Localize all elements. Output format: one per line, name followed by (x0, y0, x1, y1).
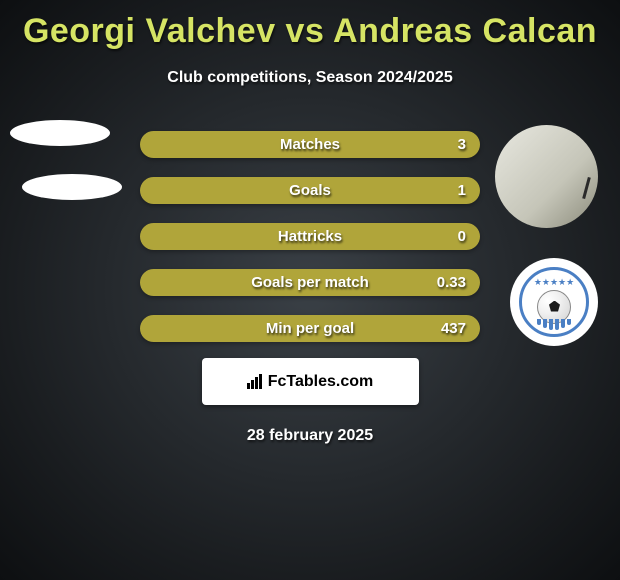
club-stripes-icon (537, 319, 571, 330)
stat-label: Goals (289, 182, 331, 199)
player-2-club-badge: ★★★★★ (510, 258, 598, 346)
stat-value: 437 (441, 320, 466, 337)
stat-value: 0 (458, 228, 466, 245)
stat-label: Goals per match (251, 274, 369, 291)
avatar-placeholder-shape (22, 174, 122, 200)
bar-chart-icon (247, 374, 262, 389)
avatar-placeholder-shape (10, 120, 110, 146)
stat-value: 0.33 (437, 274, 466, 291)
stat-label: Matches (280, 136, 340, 153)
avatar-image (495, 125, 598, 228)
comparison-title: Georgi Valchev vs Andreas Calcan (0, 0, 620, 51)
player-2-avatar (495, 125, 598, 228)
stat-value: 3 (458, 136, 466, 153)
club-stars-icon: ★★★★★ (534, 277, 574, 288)
stat-row: Hattricks 0 (140, 223, 480, 250)
fctables-watermark: FcTables.com (202, 358, 419, 405)
stat-row: Goals 1 (140, 177, 480, 204)
stat-value: 1 (458, 182, 466, 199)
stat-row: Matches 3 (140, 131, 480, 158)
comparison-subtitle: Club competitions, Season 2024/2025 (0, 69, 620, 87)
watermark-label: FcTables.com (268, 373, 374, 391)
stat-row: Goals per match 0.33 (140, 269, 480, 296)
stat-label: Hattricks (278, 228, 342, 245)
player-1-avatar (10, 120, 122, 200)
comparison-date: 28 february 2025 (0, 427, 620, 445)
stat-row: Min per goal 437 (140, 315, 480, 342)
club-badge-shield-icon: ★★★★★ (519, 267, 589, 337)
stat-label: Min per goal (266, 320, 354, 337)
